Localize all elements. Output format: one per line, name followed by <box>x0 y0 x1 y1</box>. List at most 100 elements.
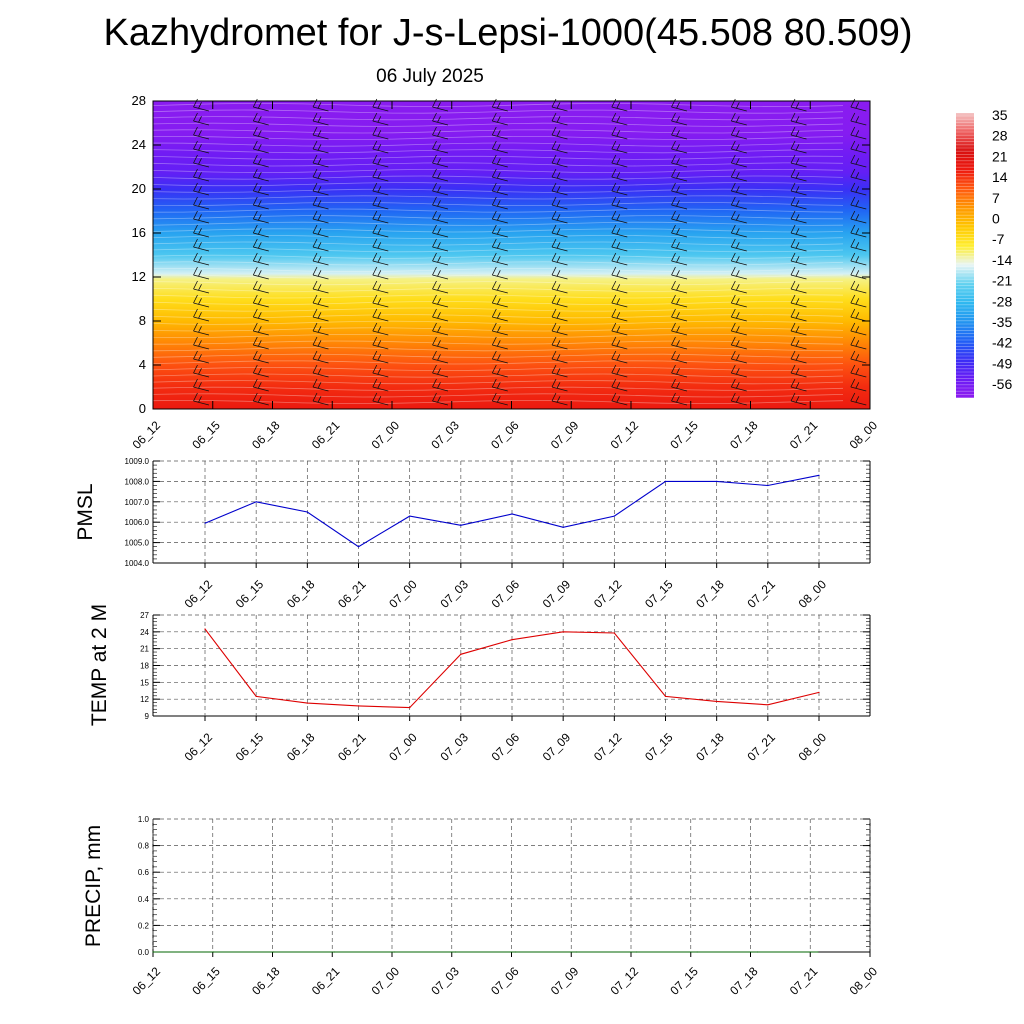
wind-barb <box>432 280 449 294</box>
wind-barb <box>491 392 508 406</box>
contour-line <box>152 386 844 391</box>
wind-barb <box>790 98 807 112</box>
x-tick-label: 06_15 <box>189 418 223 452</box>
x-tick-label: 06_18 <box>249 418 283 452</box>
data-point <box>409 515 411 517</box>
wind-barb <box>432 252 449 266</box>
wind-barb <box>432 154 449 168</box>
contour-line <box>152 261 844 266</box>
wind-barb <box>551 140 568 154</box>
data-point <box>333 951 335 953</box>
wind-barb <box>850 336 867 350</box>
wind-barb <box>551 238 568 252</box>
wind-barb <box>611 378 628 392</box>
wind-barb <box>312 266 329 280</box>
colorbar-label: 21 <box>992 148 1008 164</box>
x-tick-label: 07_12 <box>608 964 642 998</box>
wind-barb <box>790 322 807 336</box>
wind-barb <box>193 210 210 224</box>
wind-barb <box>850 154 867 168</box>
wind-barb <box>671 336 688 350</box>
wind-barb <box>551 196 568 210</box>
wind-barb <box>491 224 508 238</box>
wind-barb <box>730 266 747 280</box>
data-point <box>273 951 275 953</box>
contour-line <box>152 320 844 325</box>
data-point <box>255 501 257 503</box>
wind-barb <box>850 140 867 154</box>
wind-barb <box>671 168 688 182</box>
wind-barb <box>491 196 508 210</box>
contour-line <box>152 109 844 114</box>
y-axis-label: TEMP at 2 M <box>88 604 111 726</box>
x-tick-label: 07_15 <box>642 577 676 611</box>
x-tick-label: 07_18 <box>727 964 761 998</box>
wind-barb <box>252 224 269 238</box>
wind-barb <box>551 112 568 126</box>
wind-barb <box>193 280 210 294</box>
x-tick-label: 07_06 <box>488 964 522 998</box>
data-point <box>306 511 308 513</box>
wind-barb <box>491 280 508 294</box>
colorbar-bands <box>956 115 974 398</box>
data-point <box>212 951 215 953</box>
wind-barb <box>193 168 210 182</box>
wind-barb <box>850 294 867 308</box>
wind-barb <box>252 266 269 280</box>
y-tick-label: 9 <box>145 712 150 721</box>
contour-line <box>152 135 844 141</box>
wind-barb <box>312 196 329 210</box>
contour-line <box>152 399 844 405</box>
wind-barb <box>850 308 867 322</box>
contour-line <box>152 168 844 174</box>
wind-barb <box>252 196 269 210</box>
wind-barb <box>193 322 210 336</box>
data-point <box>357 705 360 707</box>
wind-barb <box>432 294 449 308</box>
y-tick-label: 15 <box>140 678 149 687</box>
wind-barb <box>372 196 389 210</box>
wind-barb <box>252 308 269 322</box>
wind-barb <box>850 112 867 126</box>
wind-barb <box>372 392 389 406</box>
wind-barb <box>730 238 747 252</box>
wind-barb <box>730 350 747 364</box>
wind-barb <box>193 112 210 126</box>
colorbar-label: -35 <box>992 314 1012 330</box>
y-axis-label: PRECIP, mm <box>82 825 105 947</box>
wind-barb <box>491 350 508 364</box>
wind-barb <box>432 378 449 392</box>
data-point <box>575 951 577 953</box>
wind-barb <box>491 364 508 378</box>
data-point <box>716 700 718 703</box>
wind-barb <box>790 308 807 322</box>
x-tick-label: 07_06 <box>489 577 523 611</box>
colorbar-label: 0 <box>992 211 1000 227</box>
wind-barb <box>611 112 628 126</box>
wind-barb <box>730 126 747 140</box>
wind-barb <box>730 280 747 294</box>
wind-barb <box>850 238 867 252</box>
wind-barb <box>432 266 449 280</box>
contour-line <box>152 155 844 160</box>
wind-barb <box>252 210 269 224</box>
temp-panel: 9 12 15 18 21 24 27 06_12 06_15 06_18 06_21 07_00 07… <box>88 604 871 764</box>
wind-barb <box>611 252 628 266</box>
data-point <box>818 691 820 694</box>
wind-barb <box>611 280 628 294</box>
wind-barb <box>372 126 389 140</box>
wind-barb <box>730 252 747 266</box>
contour-line <box>152 294 844 299</box>
x-tick-label: 06_12 <box>182 730 216 764</box>
wind-barb <box>432 168 449 182</box>
wind-barb <box>671 322 688 336</box>
wind-barb <box>193 350 210 364</box>
wind-barb <box>671 154 688 168</box>
data-point <box>306 702 308 704</box>
wind-barb <box>432 140 449 154</box>
wind-barb <box>432 322 449 336</box>
wind-barb <box>611 238 628 252</box>
colorbar-label: 14 <box>992 169 1008 185</box>
wind-barb <box>252 252 269 266</box>
